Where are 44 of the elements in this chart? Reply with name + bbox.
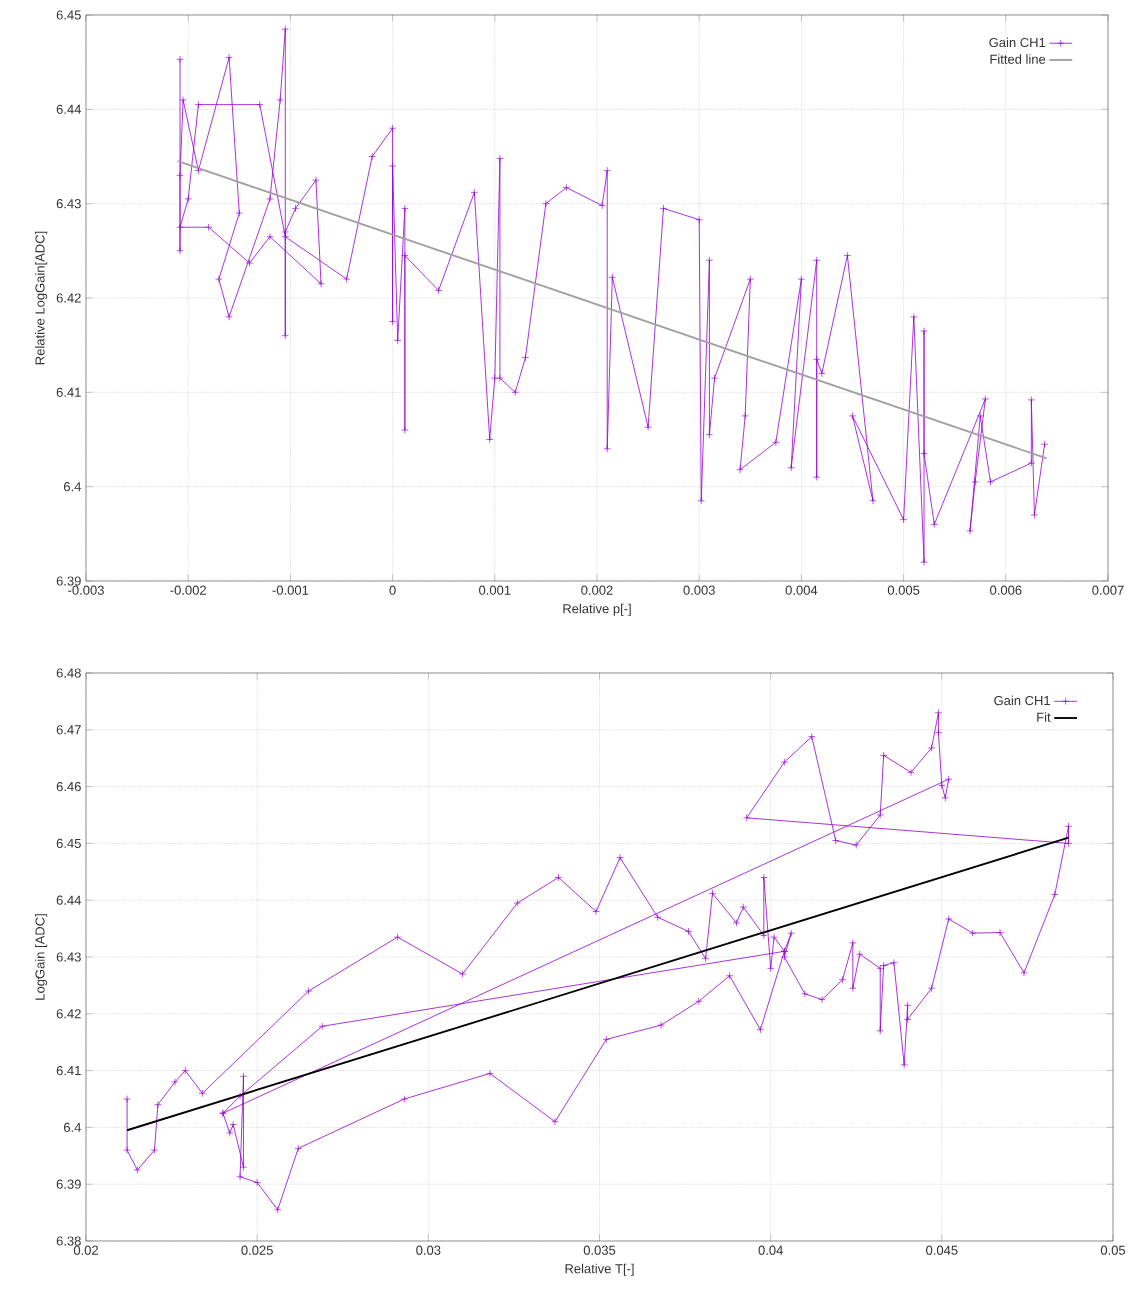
- x-tick-label: -0.003: [68, 585, 104, 595]
- y-axis-title: Relative LogGain[ADC]: [35, 231, 48, 365]
- x-tick-label: 0.03: [416, 1245, 441, 1255]
- x-tick-label: 0.04: [758, 1245, 783, 1255]
- x-tick-label: 0.025: [241, 1245, 273, 1255]
- y-tick-label: 6.45: [56, 838, 81, 848]
- y-tick-label: 6.42: [56, 1009, 81, 1019]
- x-axis-title: Relative T[-]: [565, 1263, 634, 1276]
- y-tick-label: 6.39: [56, 576, 81, 586]
- y-tick-label: 6.42: [56, 293, 81, 303]
- y-tick-label: 6.38: [56, 1236, 81, 1246]
- y-tick-label: 6.4: [64, 1122, 82, 1132]
- x-tick-label: 0.05: [1100, 1245, 1126, 1255]
- x-tick-label: -0.002: [170, 585, 206, 595]
- x-tick-label: 0.02: [73, 1245, 99, 1255]
- x-tick-label: 0.003: [683, 585, 715, 595]
- x-tick-label: 0.045: [926, 1245, 958, 1255]
- y-tick-label: 6.48: [56, 668, 81, 678]
- y-axis-title: LogGain [ADC]: [35, 914, 48, 1000]
- y-tick-label: 6.39: [56, 1179, 81, 1189]
- legend-label: Gain CH1: [989, 37, 1046, 48]
- y-tick-label: 6.4: [64, 482, 82, 492]
- y-tick-label: 6.45: [56, 10, 81, 20]
- y-tick-label: 6.47: [56, 725, 81, 735]
- y-tick-label: 6.41: [56, 387, 81, 397]
- y-tick-label: 6.43: [56, 952, 81, 962]
- x-tick-label: 0.006: [990, 585, 1022, 595]
- y-tick-label: 6.46: [56, 781, 81, 792]
- legend-label: Fit: [1037, 712, 1051, 722]
- x-tick-label: 0.002: [581, 585, 613, 595]
- y-tick-label: 6.44: [56, 895, 82, 905]
- legend-label: Fitted line: [990, 54, 1046, 64]
- y-tick-label: 6.44: [56, 104, 82, 114]
- x-tick-label: -0.001: [272, 585, 309, 595]
- x-tick-label: 0.005: [887, 585, 920, 595]
- x-tick-label: 0.004: [785, 585, 818, 595]
- legend-label: Gain CH1: [994, 695, 1050, 706]
- x-tick-label: 0.001: [479, 585, 511, 595]
- y-tick-label: 6.43: [56, 199, 81, 209]
- x-axis-title: Relative p[-]: [563, 603, 631, 616]
- x-tick-label: 0.035: [583, 1245, 616, 1255]
- y-tick-label: 6.41: [56, 1066, 81, 1076]
- x-tick-label: 0.007: [1092, 585, 1124, 595]
- x-tick-label: 0: [389, 585, 396, 595]
